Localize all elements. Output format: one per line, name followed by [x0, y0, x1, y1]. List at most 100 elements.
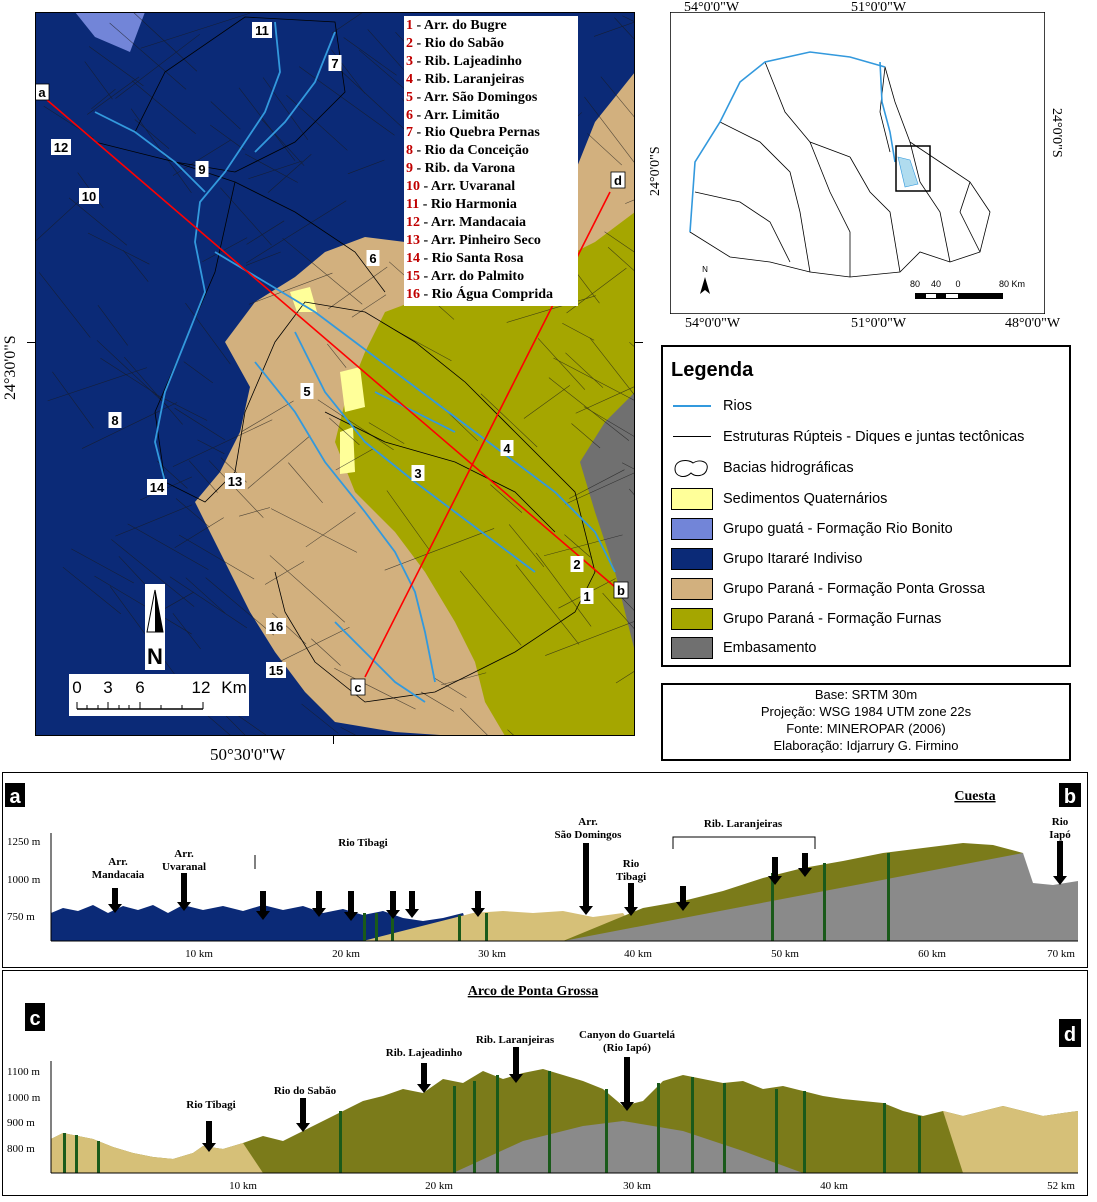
river-list-item: 1 - Arr. do Bugre [406, 17, 578, 35]
svg-text:0: 0 [955, 279, 960, 289]
river-arrow [620, 1057, 634, 1111]
profile-b-letter: b [1064, 786, 1076, 808]
tick [333, 736, 334, 744]
basin-number: 11 [255, 23, 269, 38]
label-mandacaia: Mandacaia [92, 869, 145, 881]
scale-bar: 0 3 6 12 Km [69, 674, 249, 716]
basin-number: 2 [573, 557, 580, 572]
tick [635, 342, 643, 343]
river-list-item: 6 - Arr. Limitão [406, 107, 578, 125]
river-list-name: Arr. Limitão [424, 108, 500, 123]
svg-text:80 Km: 80 Km [999, 279, 1025, 289]
left-lat-label: 24°30'0"S [2, 300, 32, 400]
legend-symbol [671, 548, 713, 570]
x-tick: 20 km [332, 948, 360, 960]
river-list-item: 13 - Arr. Pinheiro Seco [406, 232, 578, 250]
river-list-item: 4 - Rib. Laranjeiras [406, 71, 578, 89]
river-list-item: 16 - Rio Água Comprida [406, 286, 578, 304]
river-list-name: Arr. do Palmito [431, 269, 524, 284]
legend-item: Embasamento [671, 637, 817, 659]
river-list-number: 14 [406, 251, 420, 266]
svg-text:N: N [702, 265, 708, 274]
river-list-item: 2 - Rio do Sabão [406, 35, 578, 53]
river-list-item: 3 - Rib. Lajeadinho [406, 53, 578, 71]
river-list-number: 6 [406, 108, 413, 123]
legend-symbol [671, 457, 713, 479]
river-arrow [296, 1098, 310, 1132]
basin-number: 1 [583, 589, 590, 604]
label-rio-do-sabao: Rio do Sabão [274, 1085, 337, 1097]
river-list-number: 10 [406, 179, 420, 194]
north-label: N [147, 644, 163, 669]
legend-label: Grupo guatá - Formação Rio Bonito [723, 521, 953, 537]
river-list-item: 5 - Arr. São Domingos [406, 89, 578, 107]
inset-right-lat: 24°0'0"S [1048, 108, 1066, 198]
credit-line: Elaboração: Idjarrury G. Firmino [663, 737, 1069, 754]
y-tick: 1250 m [7, 836, 41, 848]
basin-number: 15 [269, 663, 283, 678]
scale-tick: 0 [72, 678, 81, 697]
legend-item: Grupo Itararé Indiviso [671, 548, 862, 570]
river-list-number: 2 [406, 36, 413, 51]
inset-left-lat: 24°0'0"S [648, 108, 666, 198]
basin-number: 6 [369, 251, 376, 266]
credits-box: Base: SRTM 30m Projeção: WSG 1984 UTM zo… [661, 683, 1071, 761]
x-tick: 60 km [918, 948, 946, 960]
point-a-label: a [38, 85, 46, 100]
river-arrow [417, 1063, 431, 1093]
svg-text:40: 40 [931, 279, 941, 289]
river-list-number: 3 [406, 54, 413, 69]
river-list-name: Rio Quebra Pernas [425, 125, 540, 140]
x-tick: 30 km [478, 948, 506, 960]
river-list-number: 12 [406, 215, 420, 230]
river-arrow [579, 843, 593, 915]
legend-item: Estruturas Rúpteis - Diques e juntas tec… [671, 426, 1024, 448]
basin-number: 3 [414, 466, 421, 481]
river-list-number: 1 [406, 18, 413, 33]
x-tick: 50 km [771, 948, 799, 960]
legend-item: Grupo Paraná - Formação Furnas [671, 608, 941, 630]
profile-cd: c d Arco de Ponta Grossa 1100 m 1000 m 9… [2, 970, 1088, 1196]
scale-tick: 6 [135, 678, 144, 697]
basin-number: 9 [198, 162, 205, 177]
y-tick: 800 m [7, 1143, 35, 1155]
inset-map-parana: 80 40 0 80 Km N [670, 12, 1045, 314]
scale-unit: Km [221, 678, 247, 697]
x-tick: 10 km [229, 1180, 257, 1192]
x-tick: 70 km [1047, 948, 1075, 960]
label-arr: Arr. [174, 848, 194, 860]
credit-line: Projeção: WSG 1984 UTM zone 22s [663, 703, 1069, 720]
basin-number: 5 [303, 384, 310, 399]
legend-symbol [671, 578, 713, 600]
basin-number: 16 [269, 619, 283, 634]
river-list-number: 7 [406, 125, 413, 140]
river-list-item: 12 - Arr. Mandacaia [406, 214, 578, 232]
river-list-number: 9 [406, 161, 413, 176]
legend-label: Bacias hidrográficas [723, 460, 854, 476]
river-list-name: Rib. Lajeadinho [425, 54, 522, 69]
river-list-name: Arr. Uvaranal [431, 179, 515, 194]
river-list-name: Arr. Mandacaia [431, 215, 526, 230]
river-list-name: Rib. da Varona [425, 161, 515, 176]
river-list-item: 14 - Rio Santa Rosa [406, 250, 578, 268]
profile-ponta-grossa [51, 1133, 263, 1173]
legend-item: Rios [671, 395, 752, 417]
basin-number: 10 [82, 189, 96, 204]
y-tick: 1000 m [7, 1092, 41, 1104]
point-d-label: d [614, 173, 622, 188]
y-tick: 900 m [7, 1117, 35, 1129]
x-tick: 40 km [624, 948, 652, 960]
legend-symbol [671, 488, 713, 510]
profile-cd-title: Arco de Ponta Grossa [468, 984, 599, 999]
legend-label: Grupo Itararé Indiviso [723, 551, 862, 567]
x-tick: 30 km [623, 1180, 651, 1192]
river-list-name: Rib. Laranjeiras [425, 72, 525, 87]
legend-label: Sedimentos Quaternários [723, 491, 887, 507]
river-list-name: Rio da Conceição [425, 143, 529, 158]
inset-bottom-lon-1: 54°0'0"W [685, 316, 740, 332]
profile-d-letter: d [1064, 1024, 1076, 1046]
label-tibagi: Tibagi [616, 871, 646, 883]
legend-symbol [671, 395, 713, 417]
legend-label: Grupo Paraná - Formação Ponta Grossa [723, 581, 985, 597]
